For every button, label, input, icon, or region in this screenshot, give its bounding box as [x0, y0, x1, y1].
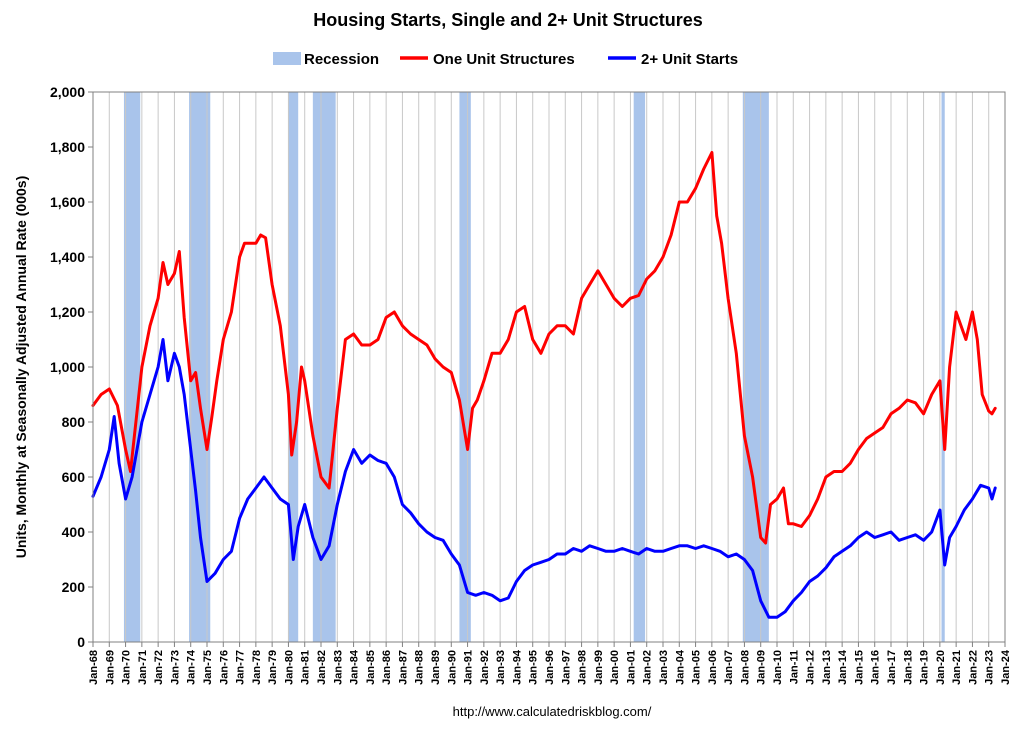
x-tick-label-0: Jan-68	[88, 650, 100, 685]
x-tick-label-2: Jan-70	[121, 650, 133, 685]
x-tick-label-32: Jan-00	[609, 650, 621, 685]
x-tick-label-28: Jan-96	[544, 650, 556, 685]
y-tick-label-10: 2,000	[50, 84, 85, 100]
y-tick-label-4: 800	[62, 414, 86, 430]
x-axis: Jan-68 Jan-69 Jan-70 Jan-71 Jan-72 Jan-73 Jan-…	[88, 642, 1012, 685]
x-tick-label-24: Jan-92	[479, 650, 491, 685]
y-axis: 0 200 400 600 800 1,000 1,200 1,400 1,600 1,800 2,…	[50, 84, 93, 650]
x-tick-label-4: Jan-72	[153, 650, 165, 685]
x-tick-label-9: Jan-77	[235, 650, 247, 685]
x-tick-label-22: Jan-90	[446, 650, 458, 685]
x-tick-label-17: Jan-85	[365, 650, 377, 685]
x-tick-label-30: Jan-98	[577, 650, 589, 685]
x-tick-label-41: Jan-09	[756, 650, 768, 685]
x-tick-label-37: Jan-05	[691, 650, 703, 685]
x-tick-label-11: Jan-79	[267, 650, 279, 685]
x-tick-label-18: Jan-86	[381, 650, 393, 685]
legend-recession-swatch	[273, 52, 301, 65]
x-tick-label-19: Jan-87	[397, 650, 409, 685]
x-tick-label-55: Jan-23	[984, 650, 996, 685]
x-tick-label-45: Jan-13	[821, 650, 833, 685]
x-tick-label-6: Jan-74	[186, 649, 198, 685]
legend-one-unit-label: One Unit Structures	[433, 51, 575, 68]
y-tick-label-8: 1,600	[50, 194, 85, 210]
x-tick-label-47: Jan-15	[853, 650, 865, 685]
recession-band-6	[742, 92, 769, 642]
y-tick-label-0: 0	[77, 634, 85, 650]
legend: Recession One Unit Structures 2+ Unit St…	[273, 51, 738, 68]
recession-band-1	[189, 92, 211, 642]
x-tick-label-27: Jan-95	[528, 650, 540, 685]
recession-band-0	[123, 92, 141, 642]
x-tick-label-15: Jan-83	[332, 650, 344, 685]
y-tick-label-2: 400	[62, 524, 86, 540]
x-tick-label-8: Jan-76	[218, 650, 230, 685]
y-tick-label-5: 1,000	[50, 359, 85, 375]
x-tick-label-31: Jan-99	[593, 650, 605, 685]
x-tick-label-29: Jan-97	[560, 650, 572, 685]
x-tick-label-54: Jan-22	[967, 650, 979, 685]
y-tick-label-6: 1,200	[50, 304, 85, 320]
recession-bands	[123, 92, 945, 642]
y-tick-label-9: 1,800	[50, 139, 85, 155]
two-plus-unit-starts-line	[91, 338, 997, 619]
x-tick-label-34: Jan-02	[642, 650, 654, 685]
x-tick-label-51: Jan-19	[919, 650, 931, 685]
recession-band-5	[633, 92, 646, 642]
y-tick-label-7: 1,400	[50, 249, 85, 265]
chart-title: Housing Starts, Single and 2+ Unit Struc…	[313, 10, 703, 30]
legend-two-plus-label: 2+ Unit Starts	[641, 51, 738, 68]
recession-band-2	[288, 92, 299, 642]
x-tick-label-39: Jan-07	[723, 650, 735, 685]
x-tick-label-33: Jan-01	[625, 650, 637, 685]
vertical-gridlines	[108, 92, 990, 642]
recession-band-3	[312, 92, 336, 642]
x-tick-label-46: Jan-14	[837, 649, 849, 685]
x-tick-label-53: Jan-21	[951, 650, 963, 685]
x-tick-label-10: Jan-78	[251, 650, 263, 685]
recession-band-4	[459, 92, 471, 642]
y-tick-label-1: 200	[62, 579, 86, 595]
x-tick-label-56: Jan-24	[1000, 649, 1012, 685]
one-unit-structures-line	[91, 151, 997, 545]
x-tick-label-49: Jan-17	[886, 650, 898, 685]
x-tick-label-38: Jan-06	[707, 650, 719, 685]
series-lines	[91, 151, 997, 619]
x-tick-label-7: Jan-75	[202, 650, 214, 685]
x-tick-label-40: Jan-08	[739, 650, 751, 685]
x-tick-label-13: Jan-81	[300, 650, 312, 685]
x-tick-label-12: Jan-80	[283, 650, 295, 685]
x-tick-label-25: Jan-93	[495, 650, 507, 685]
x-tick-label-44: Jan-12	[805, 650, 817, 685]
x-tick-label-20: Jan-88	[414, 650, 426, 685]
recession-band-7	[941, 92, 945, 642]
x-tick-label-26: Jan-94	[511, 649, 523, 685]
x-tick-label-1: Jan-69	[104, 650, 116, 685]
x-tick-label-14: Jan-82	[316, 650, 328, 685]
legend-recession-label: Recession	[304, 51, 379, 68]
x-tick-label-43: Jan-11	[788, 650, 800, 684]
x-tick-label-36: Jan-04	[674, 649, 686, 685]
x-tick-label-23: Jan-91	[463, 650, 475, 685]
y-tick-label-3: 600	[62, 469, 86, 485]
x-tick-label-5: Jan-73	[169, 650, 181, 685]
x-tick-label-42: Jan-10	[772, 650, 784, 685]
source-url: http://www.calculatedriskblog.com/	[453, 704, 652, 719]
x-tick-label-16: Jan-84	[349, 649, 361, 685]
x-tick-label-50: Jan-18	[902, 650, 914, 685]
x-tick-label-21: Jan-89	[430, 650, 442, 685]
y-axis-label: Units, Monthly at Seasonally Adjusted An…	[13, 176, 29, 558]
x-tick-label-35: Jan-03	[658, 650, 670, 685]
x-tick-label-52: Jan-20	[935, 650, 947, 685]
x-tick-label-3: Jan-71	[137, 650, 149, 685]
x-tick-label-48: Jan-16	[870, 650, 882, 685]
